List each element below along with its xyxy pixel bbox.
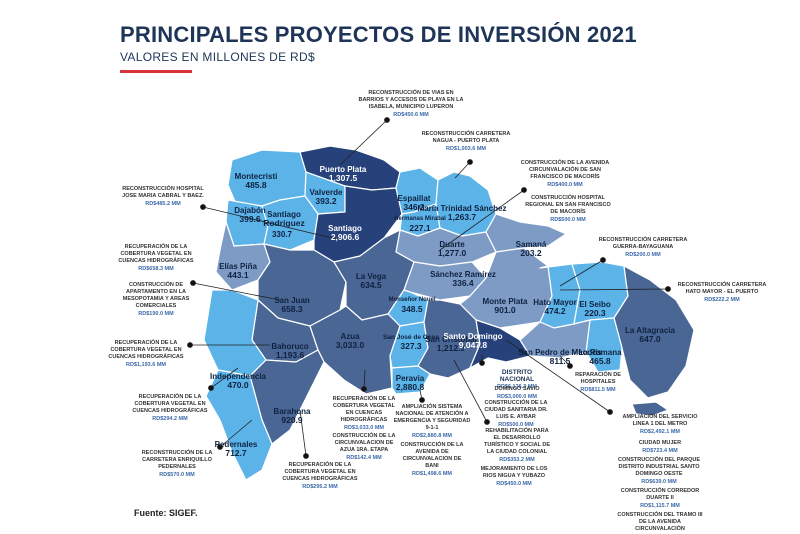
project-annotation: Reconstrucción carretera Guerra-Bayaguan… xyxy=(598,237,688,258)
project-annotation: Reparación de hospitales RD$811.5 MM xyxy=(575,372,621,393)
province-label: Puerto Plata 1,307.5 xyxy=(319,165,367,183)
region-samana xyxy=(485,213,567,253)
project-annotation: Distrito Nacional RD$6,136.3 MM xyxy=(496,369,538,390)
province-label: Montecristi 485.8 xyxy=(234,172,278,190)
province-label: La Vega 634.5 xyxy=(355,272,387,290)
project-annotation: Recuperación de la cobertura vegetal en … xyxy=(108,340,184,368)
province-label: San José de Ocoa 327.3 xyxy=(383,334,439,351)
project-annotation: Rehabilitación para el desarrollo turíst… xyxy=(483,428,550,463)
island-saona xyxy=(631,401,669,417)
page-subtitle: VALORES EN MILLONES DE RD$ xyxy=(120,50,315,64)
project-annotation: Construcción de la ciudad sanitaria Dr. … xyxy=(484,400,548,428)
province-label: Sánchez Ramírez 336.4 xyxy=(430,270,496,288)
project-annotation: Ampliación sistema nacional de atención … xyxy=(393,404,471,439)
project-annotation: Construcción de la circunvalacion de Azu… xyxy=(332,433,396,461)
project-annotation: Reconstrucción carretera Hato Mayor - El… xyxy=(677,282,767,303)
region-pedernales xyxy=(205,369,273,481)
project-annotation: Ciudad Mujer RD$723.4 MM xyxy=(638,440,682,454)
project-annotation: Construcción del tramo III de la avenida… xyxy=(617,512,703,532)
province-label: Hermanas Mirabal 227.1 xyxy=(394,216,446,233)
province-label: San Cristóbal 1,212.3 xyxy=(425,335,477,353)
province-label: Santiago 2,906.6 xyxy=(328,224,362,242)
project-annotation: Mejoramiento de los rios Nigua y Yubazo R… xyxy=(480,466,548,487)
province-label: Azua 3,033.0 xyxy=(335,332,365,350)
project-annotation: Construcción del parque distrito industr… xyxy=(618,457,700,485)
province-label: Espaillat 346.3 xyxy=(397,194,431,212)
project-annotation: Construcción de la avenida de circunvala… xyxy=(400,442,464,477)
province-label: María Trinidad Sánchez 1,263.7 xyxy=(417,204,507,222)
project-annotation: Reconstrucción de la carretera Enriquill… xyxy=(141,450,213,478)
province-label: Duarte 1,277.0 xyxy=(437,240,467,258)
project-annotation: Construcción de la avenida circunvalació… xyxy=(520,160,610,188)
province-label: La Romana 465.8 xyxy=(578,348,622,366)
province-label: Hato Mayor 474.2 xyxy=(533,298,577,316)
province-label: Samaná 203.2 xyxy=(515,240,547,258)
project-annotation: Construcción corredor Duarte II RD$1,115.… xyxy=(620,488,700,509)
project-annotation: Domingo Savio RD$3,000.0 MM xyxy=(494,386,540,400)
project-annotation: Ampliación del servicio Linea 1 del Metr… xyxy=(622,414,698,435)
dominican-republic-map xyxy=(187,117,695,481)
project-annotation: Reconstrucción carretera Nagua - Puerto … xyxy=(421,131,511,152)
accent-bar xyxy=(120,70,192,73)
source-note: Fuente: SIGEF. xyxy=(134,508,198,518)
province-label: Santiago Rodríguez xyxy=(263,210,305,228)
province-label: La Altagracia 647.0 xyxy=(625,326,675,344)
project-annotation: Reconstrucción de vias en barrios y acce… xyxy=(358,90,464,118)
province-label: Independencia 470.0 xyxy=(209,372,267,390)
project-annotation: Construcción hospital regional en San Fr… xyxy=(525,195,611,223)
region-santiago xyxy=(313,185,403,263)
province-label: Dajabón 399.6 xyxy=(234,206,266,224)
page-title: PRINCIPALES PROYECTOS DE INVERSIÓN 2021 xyxy=(120,22,637,47)
project-annotation: Recuperación de la cobertura vegetal en … xyxy=(118,244,194,272)
province-label: Valverde 393.2 xyxy=(309,188,343,206)
province-value: 330.7 xyxy=(271,230,293,239)
region-la-altagracia xyxy=(613,265,695,399)
project-annotation: Recuperación de la cobertura vegetal en … xyxy=(132,394,208,422)
project-annotation: Reconstrucción hospital Jose Maria Cabra… xyxy=(122,186,204,207)
project-annotation: Construcción de apartamento en la Mesopo… xyxy=(122,282,190,317)
province-label: El Seibo 220.3 xyxy=(579,300,611,318)
project-annotation: Recuperación de la cobertura vegetal en … xyxy=(332,396,396,431)
province-label: Monseñor Nouel 348.5 xyxy=(388,297,436,314)
province-label: Peravia 2,880.8 xyxy=(395,374,425,392)
province-label: Monte Plata 901.0 xyxy=(482,297,528,315)
province-label: Elías Piña 443.1 xyxy=(219,262,257,280)
province-label: San Juan 658.3 xyxy=(274,296,310,314)
province-label: Barahona 920.9 xyxy=(273,407,311,425)
province-label: San Pedro de Macorís 811.5 xyxy=(518,348,602,366)
project-annotation: Recuperación de la cobertura vegetal en … xyxy=(282,462,358,490)
province-label: Bahoruco 1,193.6 xyxy=(271,342,309,360)
province-label: Santo Domingo 9,047.8 xyxy=(443,332,503,350)
region-santo-domingo xyxy=(469,319,531,369)
province-label: Pedernales 712.7 xyxy=(214,440,258,458)
